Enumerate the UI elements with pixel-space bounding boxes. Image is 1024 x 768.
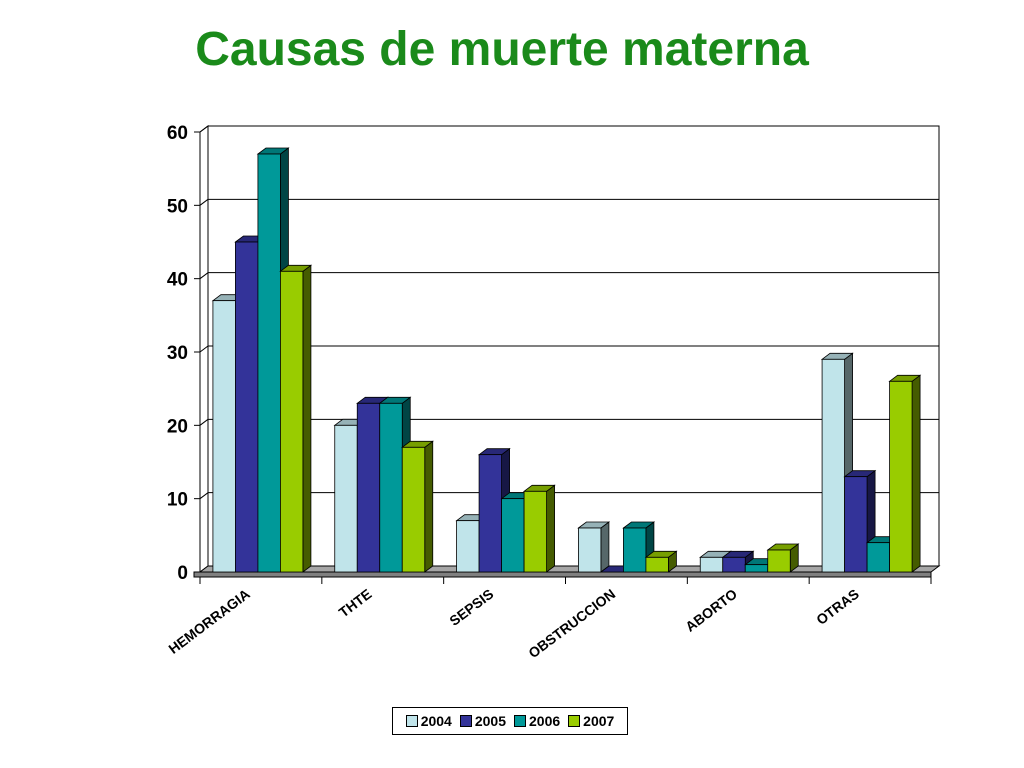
legend-label: 2006 — [529, 713, 561, 729]
axes — [194, 131, 932, 584]
bar-front — [523, 490, 547, 573]
bar-side — [911, 374, 921, 573]
y-tick-label: 40 — [167, 270, 188, 291]
bar-front — [235, 241, 259, 573]
y-tick-label: 0 — [177, 563, 188, 584]
y-tick-label: 50 — [167, 196, 188, 217]
legend-item: 2004 — [405, 713, 452, 729]
gridline-side — [199, 125, 209, 133]
bar-front — [722, 556, 746, 573]
bar-2007-thte — [401, 440, 434, 573]
bar-2007-aborto — [766, 543, 800, 573]
bar-front — [623, 527, 647, 573]
bar-front — [501, 498, 525, 573]
legend-swatch — [514, 715, 526, 727]
gridline-side — [199, 418, 209, 426]
bar-front — [456, 520, 480, 573]
legend-swatch — [459, 715, 472, 727]
x-tick-labels: HEMORRAGIA THTE SEPSIS OBSTRUCCION ABORTO OTR… — [165, 586, 861, 662]
gridline-side — [199, 345, 209, 353]
bar-2007-otras — [888, 374, 922, 573]
bar-front — [379, 402, 403, 573]
legend-label: 2004 — [420, 713, 452, 729]
gridline-side — [199, 492, 209, 500]
bar-side — [600, 521, 610, 573]
bar-front — [699, 556, 724, 573]
bar-side — [546, 484, 555, 573]
bar-front — [821, 358, 845, 573]
gridline-side — [199, 198, 209, 206]
bar-front — [889, 380, 913, 573]
x-tick-label: THTE — [336, 586, 375, 621]
y-tick-label: 30 — [167, 343, 188, 364]
x-tick-label: SEPSIS — [446, 586, 496, 629]
floor-edge — [193, 571, 932, 578]
bar-2007-sepsis — [522, 484, 556, 573]
bar-front — [478, 454, 502, 573]
legend-swatch — [405, 715, 418, 727]
legend: 2004 2005 2006 2007 — [392, 707, 628, 735]
legend-item: 2005 — [459, 713, 506, 729]
bar-2004-obstruccion — [577, 521, 611, 573]
bar-front — [744, 564, 769, 573]
bar-front — [280, 270, 304, 573]
bar-front — [212, 300, 236, 573]
y-tick-label: 10 — [167, 490, 188, 511]
y-tick-label: 20 — [167, 416, 188, 437]
bar-front — [257, 153, 281, 573]
bar-2007-hemorragia — [279, 264, 313, 573]
legend-item: 2007 — [568, 713, 614, 729]
bar-front — [767, 549, 791, 573]
bar-front — [844, 476, 868, 573]
legend-item: 2006 — [514, 713, 560, 729]
bar-front — [356, 402, 381, 573]
x-tick-label: OTRAS — [813, 586, 862, 628]
y-tick-labels: 0 10 20 30 40 50 60 — [167, 123, 188, 584]
gridlines — [199, 125, 939, 500]
bar-side — [302, 264, 312, 573]
bar-front — [645, 556, 669, 573]
bars — [211, 147, 922, 573]
legend-swatch — [568, 715, 581, 727]
y-tick-label: 60 — [167, 123, 188, 144]
legend-label: 2005 — [474, 713, 506, 729]
bar-front — [334, 424, 358, 573]
bar-front — [866, 542, 890, 573]
gridline-side — [199, 272, 209, 280]
chart-title: Causas de muerte materna — [195, 23, 809, 76]
x-tick-label: HEMORRAGIA — [165, 586, 252, 657]
bar-side — [424, 440, 434, 573]
legend-label: 2007 — [583, 713, 615, 729]
bar-front — [401, 446, 426, 573]
x-tick-label: OBSTRUCCION — [525, 586, 618, 662]
bar-front — [578, 527, 602, 573]
bar-2007-obstruccion — [644, 550, 678, 573]
x-tick-label: ABORTO — [682, 586, 740, 635]
